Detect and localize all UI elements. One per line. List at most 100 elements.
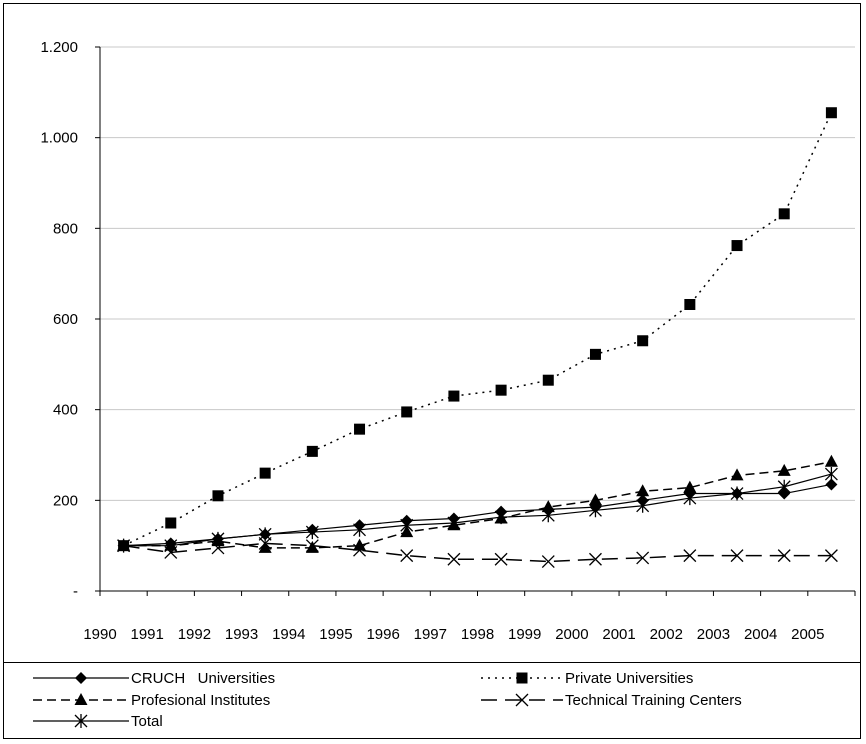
data-point-square <box>212 490 224 502</box>
data-point-square <box>825 107 837 119</box>
data-point-square <box>165 517 177 529</box>
data-point-square <box>259 467 271 479</box>
data-point-square <box>778 208 790 220</box>
y-tick-label: 800 <box>53 220 78 237</box>
data-point-square <box>448 390 460 402</box>
series-line <box>123 112 833 547</box>
series-diamond <box>117 478 838 552</box>
y-tick-label: - <box>73 583 78 600</box>
x-tick-label: 1997 <box>414 626 447 643</box>
data-point-square <box>684 298 696 310</box>
data-point-x <box>730 549 744 563</box>
data-point-x <box>589 552 602 566</box>
legend: CRUCH Universities Private Universities … <box>3 662 861 739</box>
data-point-x <box>636 551 650 565</box>
data-point-star <box>824 467 838 482</box>
series-star <box>117 467 838 553</box>
series-line <box>123 483 832 547</box>
data-point-star <box>447 516 461 530</box>
data-point-star <box>541 508 555 523</box>
legend-item-private-universities: Private Universities <box>481 668 693 688</box>
data-point-triangle <box>305 540 319 553</box>
data-point-x <box>211 541 225 555</box>
y-tick-label: 600 <box>53 311 78 328</box>
legend-symbol-square <box>516 672 528 684</box>
legend-symbol-triangle <box>74 693 88 705</box>
data-point-triangle <box>683 480 697 493</box>
data-point-diamond <box>825 478 838 491</box>
x-tick-label: 1993 <box>225 626 258 643</box>
x-tick-label: 2001 <box>602 626 635 643</box>
data-point-x <box>777 549 791 563</box>
data-point-triangle <box>588 493 602 506</box>
x-tick-label: 1995 <box>319 626 352 643</box>
x-tick-label: 1992 <box>178 626 211 643</box>
legend-label: Private Universities <box>565 669 694 687</box>
legend-label: Profesional Institutes <box>131 691 271 709</box>
legend-item-cruch-universities: CRUCH Universities <box>33 668 275 688</box>
legend-item-total: Total <box>33 711 163 731</box>
legend-label: CRUCH Universities <box>131 669 276 687</box>
x-tick-label: 2000 <box>555 626 588 643</box>
data-point-x <box>824 549 838 563</box>
data-point-x <box>683 549 697 563</box>
x-tick-label: 2004 <box>744 626 777 643</box>
data-point-star <box>683 491 697 506</box>
y-tick-label: 1.200 <box>40 39 78 56</box>
data-point-x <box>400 549 414 563</box>
data-point-square <box>637 335 649 347</box>
data-point-square <box>731 240 743 252</box>
x-tick-label: 1996 <box>366 626 399 643</box>
data-point-triangle <box>541 500 555 513</box>
x-tick-label: 2005 <box>791 626 824 643</box>
chart-frame <box>3 3 861 739</box>
data-point-triangle <box>824 454 838 467</box>
data-point-star <box>400 518 414 533</box>
data-point-star <box>258 527 272 542</box>
series-square <box>118 107 837 552</box>
x-tick-label: 1999 <box>508 626 541 643</box>
data-point-star <box>117 538 131 553</box>
data-point-x <box>305 539 319 553</box>
data-point-x <box>447 552 461 566</box>
data-point-square <box>495 384 507 396</box>
data-point-star <box>494 510 508 525</box>
legend-marker-star <box>33 714 129 728</box>
series-line <box>123 542 832 563</box>
data-point-square <box>354 423 366 435</box>
legend-symbol-diamond <box>75 672 87 684</box>
data-point-square <box>589 348 601 360</box>
data-point-star <box>305 525 319 540</box>
data-point-square <box>401 406 413 418</box>
legend-item-technical-training-centers: Technical Training Centers <box>481 690 742 710</box>
data-point-square <box>542 374 554 386</box>
x-tick-label: 1994 <box>272 626 305 643</box>
y-tick-label: 400 <box>53 402 78 419</box>
legend-item-profesional-institutes: Profesional Institutes <box>33 690 270 710</box>
x-tick-label: 1991 <box>131 626 164 643</box>
data-point-star <box>164 538 178 553</box>
data-point-triangle <box>636 484 650 497</box>
data-point-square <box>306 445 318 457</box>
data-point-triangle <box>258 540 272 553</box>
series-line <box>123 461 832 549</box>
x-tick-label: 1998 <box>461 626 494 643</box>
data-point-x <box>541 555 555 568</box>
x-tick-label: 2003 <box>697 626 730 643</box>
legend-label: Technical Training Centers <box>565 691 742 709</box>
data-point-star <box>589 503 602 518</box>
legend-marker-diamond <box>33 672 129 684</box>
y-tick-label: 1.000 <box>40 130 78 147</box>
legend-symbol-x <box>515 693 529 707</box>
data-point-star <box>353 522 366 537</box>
legend-marker-x <box>481 693 563 707</box>
legend-marker-triangle <box>33 693 129 705</box>
data-point-star <box>730 486 744 501</box>
data-point-triangle <box>777 463 791 476</box>
legend-label: Total <box>131 712 163 730</box>
data-point-star <box>211 531 225 546</box>
series-line <box>123 473 832 547</box>
y-tick-label: 200 <box>53 492 78 509</box>
legend-symbol-star <box>74 714 88 728</box>
